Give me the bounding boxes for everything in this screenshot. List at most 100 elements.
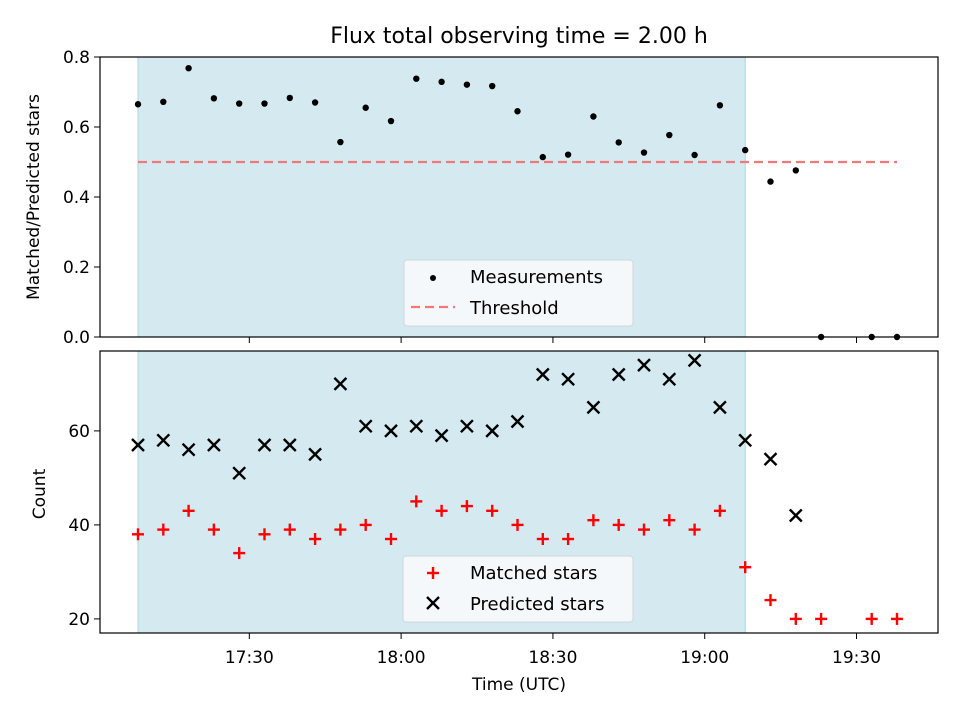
- x-tick-label: 17:30: [225, 648, 274, 668]
- matched-star-point: [460, 500, 473, 513]
- measurement-point: [640, 149, 648, 156]
- matched-star-point: [739, 561, 752, 574]
- predicted-star-point: [535, 367, 550, 382]
- measurement-point: [691, 151, 698, 159]
- x-tick-label: 19:00: [680, 648, 729, 668]
- predicted-star-point: [333, 377, 348, 391]
- matched-star-point: [764, 594, 777, 607]
- measurement-point: [286, 94, 293, 102]
- y-tick-label: 0.2: [63, 258, 90, 278]
- measurement-point: [666, 131, 673, 139]
- y-tick-label: 0.0: [63, 328, 90, 348]
- x-tick-label: 18:00: [377, 648, 426, 668]
- measurement-point: [337, 138, 344, 146]
- predicted-star-point: [257, 438, 272, 452]
- top-y-axis-label: Matched/Predicted stars: [24, 94, 44, 300]
- predicted-star-point: [207, 438, 221, 452]
- matched-star-point: [713, 504, 726, 517]
- predicted-star-point: [637, 358, 651, 372]
- top-y-ticks: 0.0 0.2 0.4 0.6 0.8: [63, 48, 100, 348]
- x-tick-label: 19:30: [832, 648, 881, 668]
- measurement-point: [387, 117, 395, 125]
- predicted-star-point: [586, 400, 601, 415]
- bottom-legend: Matched stars Predicted stars: [402, 555, 634, 623]
- measurement-point: [767, 178, 774, 185]
- matched-star-point: [638, 523, 650, 536]
- predicted-star-point: [662, 372, 677, 387]
- x-axis-label: Time (UTC): [471, 675, 566, 695]
- measurement-point: [590, 113, 597, 120]
- matched-star-point: [511, 518, 524, 531]
- measurement-point: [716, 102, 724, 109]
- matched-star-point: [789, 612, 802, 625]
- measurement-point: [792, 167, 799, 174]
- matched-star-point: [157, 523, 170, 536]
- matched-star-point: [233, 547, 246, 560]
- bottom-legend-box: [402, 555, 634, 623]
- y-tick-label: 40: [68, 516, 90, 536]
- predicted-star-point: [460, 419, 474, 434]
- top-axes-frame: [99, 56, 939, 338]
- matched-star-point: [536, 533, 549, 545]
- predicted-star-point: [738, 433, 753, 448]
- measurement-point: [160, 98, 167, 106]
- legend-matched-label: Matched stars: [470, 563, 597, 584]
- predicted-star-point: [713, 400, 727, 415]
- matched-star-point: [435, 504, 448, 517]
- measurement-point: [539, 153, 546, 161]
- predicted-star-point: [131, 438, 145, 452]
- predicted-star-point: [510, 414, 525, 429]
- y-tick-label: 0.4: [63, 188, 90, 208]
- matched-star-point: [132, 528, 144, 541]
- top-legend: Measurements Threshold: [403, 259, 634, 327]
- legend-measurements-label: Measurements: [470, 267, 603, 288]
- predicted-star-point: [156, 433, 171, 448]
- y-tick-label: 0.6: [63, 118, 90, 138]
- measurement-point: [564, 151, 572, 158]
- predicted-star-point: [611, 367, 626, 382]
- bottom-y-ticks: 20 40 60: [68, 422, 100, 630]
- matched-star-point: [612, 518, 625, 531]
- top-legend-box: [403, 259, 634, 327]
- matched-stars-points: [132, 495, 903, 625]
- legend-measurements-marker: [430, 275, 436, 281]
- bottom-panel: 20 40 60 17:30 18:00 18:30 19:00 19:30 Count T…: [30, 350, 939, 695]
- y-tick-label: 60: [68, 422, 90, 442]
- predicted-star-point: [409, 419, 424, 434]
- matched-star-point: [587, 514, 600, 527]
- predicted-star-point: [384, 424, 398, 438]
- measurement-point: [615, 139, 622, 146]
- predicted-star-point: [485, 424, 500, 438]
- measurement-point: [438, 78, 445, 86]
- measurement-point: [742, 146, 749, 154]
- matched-star-point: [562, 533, 575, 545]
- matched-star-point: [891, 612, 903, 625]
- measurement-point: [514, 108, 521, 115]
- predicted-star-point: [232, 466, 247, 481]
- measurement-point: [261, 100, 268, 107]
- top-panel: 0.00.20.40.60.8 Matched/Predicted stars …: [24, 48, 939, 348]
- predicted-star-point: [763, 452, 778, 466]
- matched-star-point: [359, 518, 372, 531]
- predicted-star-point: [308, 447, 322, 462]
- matched-star-point: [865, 612, 878, 625]
- predicted-star-point: [358, 419, 373, 434]
- measurement-point: [413, 75, 420, 82]
- legend-predicted-label: Predicted stars: [470, 594, 604, 615]
- y-tick-label: 0.8: [63, 48, 90, 68]
- x-tick-label: 18:30: [528, 648, 577, 668]
- matched-star-point: [182, 504, 195, 517]
- bottom-x-ticks: 17:30 18:00 18:30 19:00 19:30: [225, 633, 881, 668]
- legend-predicted-marker: [426, 596, 440, 610]
- matched-star-point: [334, 523, 347, 536]
- measurement-point: [210, 95, 218, 102]
- bottom-axes-frame: [99, 350, 939, 634]
- measurement-points: [134, 65, 901, 341]
- y-tick-label: 20: [68, 610, 90, 630]
- legend-threshold-label: Threshold: [469, 298, 559, 319]
- matched-star-point: [688, 523, 701, 536]
- bottom-y-axis-label: Count: [30, 468, 50, 519]
- matched-star-point: [815, 612, 828, 625]
- matched-star-point: [309, 533, 322, 545]
